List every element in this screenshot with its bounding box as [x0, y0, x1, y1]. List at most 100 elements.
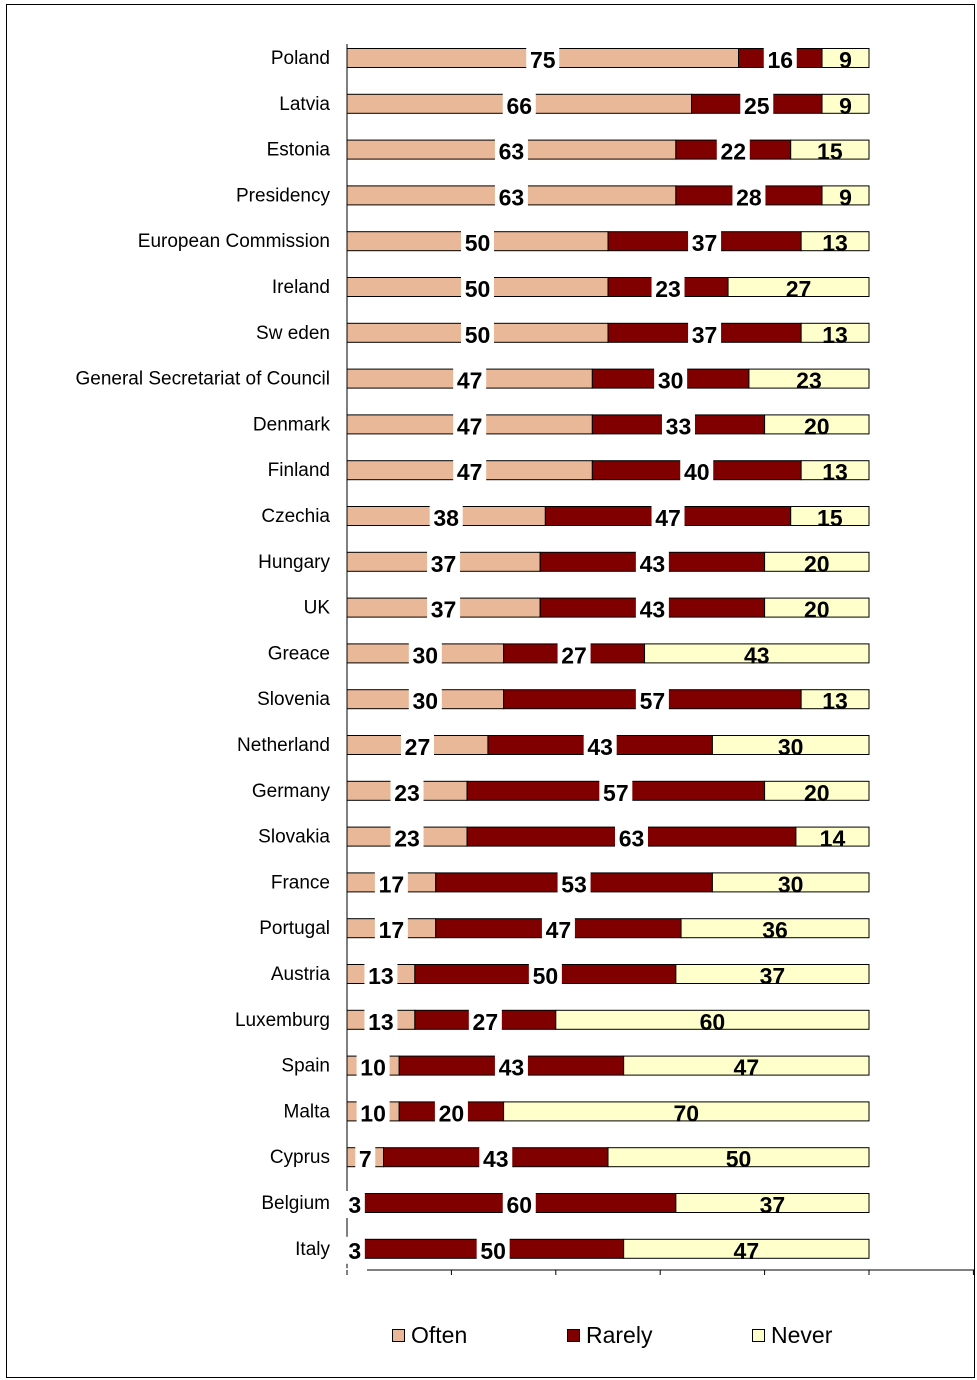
data-label-often: 38	[433, 505, 459, 531]
data-label-bg	[400, 733, 434, 760]
bar-segment-never	[764, 414, 870, 435]
legend-label-never: Never	[771, 1322, 833, 1348]
data-label-rarely: 50	[480, 1238, 506, 1264]
data-label-bg	[364, 962, 398, 989]
bar-segment-never	[821, 93, 870, 114]
category-label: Slovakia	[258, 827, 330, 848]
category-label: Poland	[271, 48, 330, 69]
legend-item-often: Often	[392, 1322, 467, 1349]
legend-swatch-rarely	[567, 1329, 580, 1342]
category-label: Greace	[268, 643, 330, 664]
data-label-often: 30	[413, 642, 439, 668]
data-label-rarely: 25	[744, 93, 770, 119]
category-label: Germany	[252, 781, 331, 802]
category-label: Finland	[268, 460, 330, 481]
data-label-never: 37	[760, 1192, 786, 1218]
data-label-bg	[494, 137, 528, 165]
data-label-bg	[688, 320, 722, 348]
data-label-bg	[355, 1145, 376, 1173]
data-label-rarely: 50	[533, 963, 559, 989]
data-label-bg	[651, 275, 685, 302]
data-label-bg	[528, 962, 562, 989]
category-label: Slovenia	[257, 689, 330, 710]
data-label-never: 37	[760, 963, 786, 989]
category-label: UK	[304, 598, 331, 619]
data-label-bg	[390, 778, 424, 806]
category-label: General Secretariat of Council	[75, 369, 330, 390]
legend-label-often: Often	[411, 1322, 468, 1348]
data-label-never: 36	[762, 917, 788, 943]
data-label-bg	[541, 916, 575, 944]
bar-segment-never	[790, 139, 870, 160]
data-label-bg	[364, 1007, 398, 1035]
data-label-bg	[453, 366, 487, 394]
data-label-never: 20	[804, 780, 830, 806]
data-label-bg	[453, 412, 487, 440]
data-label-bg	[408, 687, 442, 715]
data-label-often: 47	[457, 459, 483, 485]
bar-segment-never	[675, 1193, 870, 1213]
category-label: Belgium	[261, 1193, 330, 1214]
data-label-rarely: 43	[640, 597, 666, 623]
legend-label-rarely: Rarely	[586, 1322, 653, 1348]
data-label-bg	[461, 275, 494, 302]
bar-segment-never	[607, 1147, 870, 1168]
data-label-rarely: 53	[561, 871, 587, 897]
data-label-often: 23	[394, 780, 420, 806]
data-label-never: 13	[822, 688, 848, 714]
data-label-bg	[356, 1053, 390, 1081]
data-label-never: 9	[839, 47, 852, 73]
data-label-rarely: 30	[658, 368, 684, 394]
data-label-never: 13	[822, 230, 848, 256]
bar-segment-never	[821, 185, 870, 206]
data-label-bg	[599, 778, 633, 806]
bar-segment-never	[800, 689, 870, 710]
data-label-never: 43	[744, 642, 770, 668]
bar-segment-never	[748, 368, 870, 389]
category-label: Italy	[295, 1239, 330, 1260]
data-label-bg	[651, 504, 685, 531]
data-label-never: 20	[804, 597, 830, 623]
data-label-often: 47	[457, 413, 483, 439]
data-label-bg	[461, 229, 494, 257]
data-label-rarely: 22	[720, 139, 746, 165]
data-label-bg	[502, 1191, 536, 1218]
data-label-bg	[427, 595, 461, 623]
category-label: Malta	[284, 1101, 331, 1122]
data-label-rarely: 63	[619, 826, 645, 852]
data-label-bg	[494, 1053, 528, 1081]
data-label-never: 15	[817, 139, 843, 165]
bar-segment-never	[711, 735, 870, 755]
data-label-never: 9	[839, 184, 852, 210]
legend-swatch-often	[392, 1329, 405, 1342]
data-label-often: 17	[379, 917, 405, 943]
category-label: Sw eden	[256, 323, 330, 344]
bar-segment-never	[795, 826, 870, 847]
data-label-bg	[453, 458, 487, 486]
data-label-bg	[661, 412, 695, 440]
data-label-often: 63	[499, 139, 525, 165]
legend-item-never: Never	[752, 1322, 832, 1349]
data-label-rarely: 57	[640, 688, 666, 714]
bar-segment-never	[503, 1101, 870, 1122]
data-label-bg	[716, 137, 750, 165]
data-label-bg	[461, 320, 494, 348]
data-label-bg	[557, 641, 591, 669]
data-label-often: 50	[465, 230, 491, 256]
category-label: Cyprus	[270, 1147, 330, 1168]
data-label-bg	[429, 504, 463, 531]
data-label-never: 13	[822, 322, 848, 348]
bar-segment-never	[764, 780, 870, 801]
data-label-bg	[680, 458, 714, 486]
data-label-often: 10	[360, 1055, 386, 1081]
category-label: Netherland	[237, 735, 330, 756]
data-label-bg	[732, 183, 766, 211]
data-label-bg	[476, 1236, 510, 1264]
data-label-bg	[344, 1236, 365, 1264]
bar-segment-never	[680, 918, 870, 939]
bar-segment-never	[764, 551, 870, 572]
data-label-never: 15	[817, 505, 843, 531]
data-label-often: 23	[394, 826, 420, 852]
data-label-bg	[390, 824, 424, 852]
bar-segment-never	[623, 1055, 870, 1076]
